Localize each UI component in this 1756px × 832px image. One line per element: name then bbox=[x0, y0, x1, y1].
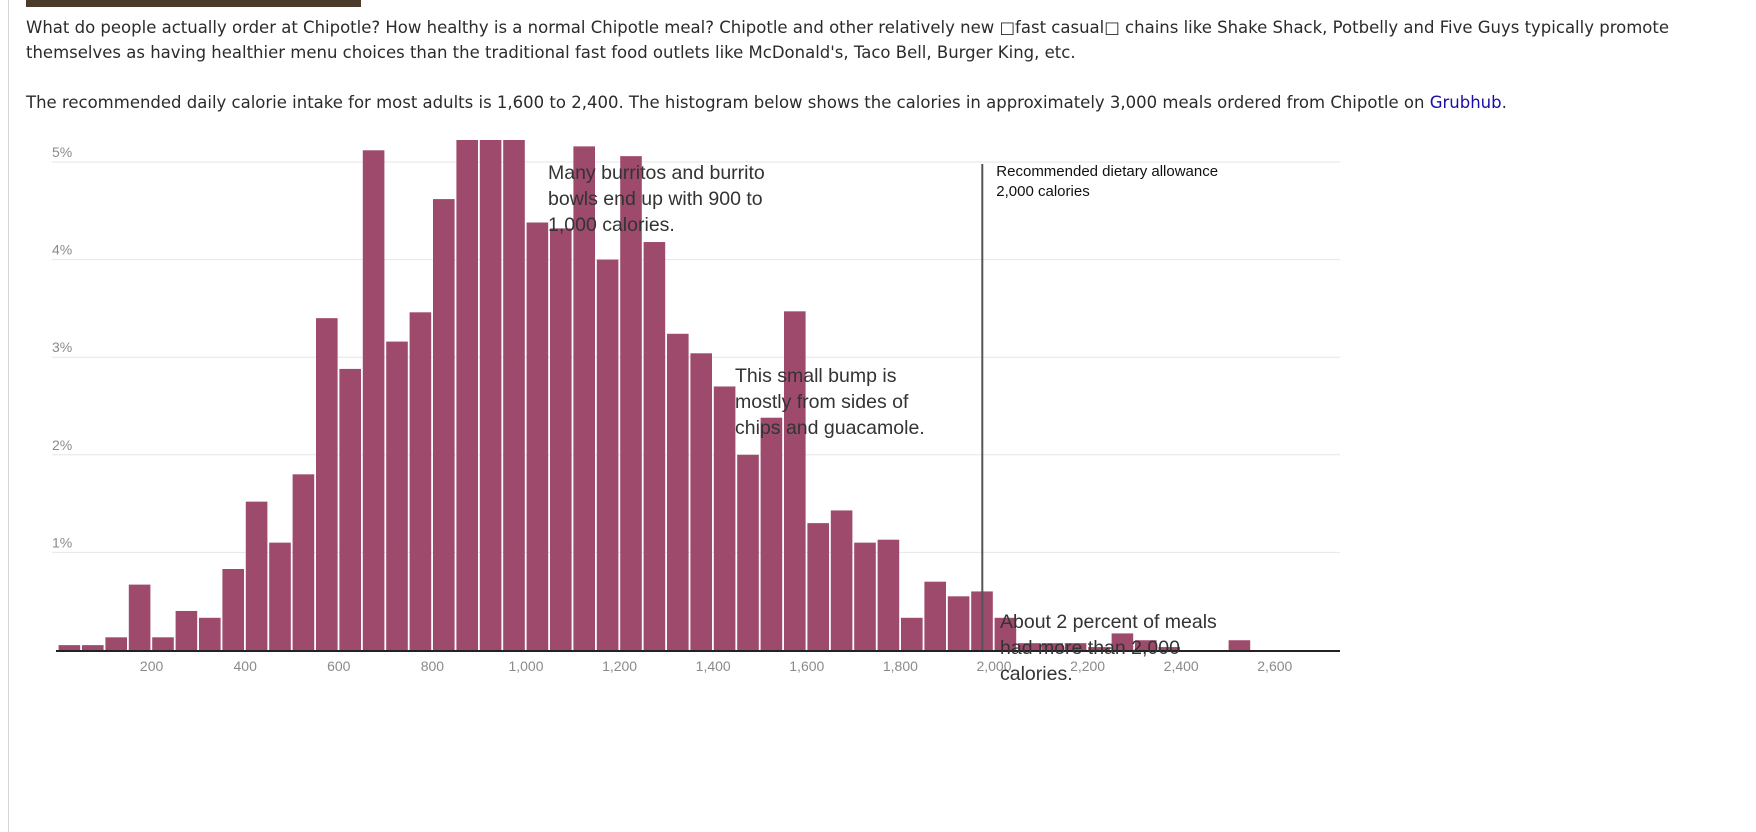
x-tick-label: 1,800 bbox=[883, 658, 918, 674]
header-photo-strip bbox=[26, 0, 361, 7]
calorie-histogram: 1%2%3%4%5%6% of meals Recommended dietar… bbox=[52, 140, 1340, 685]
x-axis-ticks: 200 400 600 800 1,000 1,200 1,400 1,600 1,800 2,0… bbox=[140, 658, 1293, 674]
annotation-over-2000-line-2: had more than 2,000 bbox=[1000, 637, 1180, 659]
histogram-bar bbox=[245, 501, 268, 650]
histogram-bar bbox=[901, 617, 923, 650]
histogram-bar bbox=[1135, 640, 1157, 650]
histogram-bar bbox=[362, 150, 385, 650]
x-tick-label: 1,600 bbox=[789, 658, 824, 674]
histogram-bar bbox=[690, 353, 712, 650]
annotation-bump: This small bump is mostly from sides of … bbox=[735, 365, 925, 439]
annotation-peak-line-1: Many burritos and burrito bbox=[548, 162, 765, 184]
histogram-bar bbox=[1064, 643, 1087, 650]
annotation-bump-line-1: This small bump is bbox=[735, 365, 897, 387]
histogram-bars bbox=[58, 140, 1251, 651]
histogram-bar bbox=[620, 156, 642, 651]
x-tick-label: 1,400 bbox=[696, 658, 731, 674]
annotation-over-2000-line-1: About 2 percent of meals bbox=[1000, 611, 1217, 633]
annotation-bump-line-3: chips and guacamole. bbox=[735, 417, 925, 439]
histogram-bar bbox=[175, 610, 198, 650]
histogram-bar bbox=[784, 311, 806, 650]
x-tick-label: 400 bbox=[234, 658, 258, 674]
x-tick-label: 1,200 bbox=[602, 658, 637, 674]
histogram-bar bbox=[1228, 640, 1251, 650]
histogram-bar bbox=[269, 542, 291, 650]
calorie-paragraph-period: . bbox=[1501, 93, 1507, 112]
histogram-bar bbox=[479, 140, 502, 650]
intro-paragraph: What do people actually order at Chipotl… bbox=[26, 18, 1670, 62]
x-tick-label: 2,200 bbox=[1070, 658, 1105, 674]
histogram-bar bbox=[877, 539, 900, 650]
histogram-bar bbox=[152, 637, 174, 650]
histogram-bar bbox=[854, 542, 876, 650]
histogram-bar bbox=[316, 318, 338, 650]
histogram-bar bbox=[830, 510, 853, 650]
histogram-bar bbox=[409, 312, 432, 650]
x-tick-label: 200 bbox=[140, 658, 164, 674]
histogram-bar bbox=[58, 645, 81, 650]
histogram-bar bbox=[573, 146, 595, 650]
x-tick-label: 2,400 bbox=[1164, 658, 1199, 674]
x-tick-label: 2,000 bbox=[976, 658, 1011, 674]
annotation-peak: Many burritos and burrito bowls end up w… bbox=[548, 162, 765, 236]
annotation-peak-line-2: bowls end up with 900 to bbox=[548, 188, 763, 210]
histogram-bar bbox=[199, 617, 221, 650]
y-tick-label: 2% bbox=[52, 437, 72, 453]
calorie-paragraph-text: The recommended daily calorie intake for… bbox=[26, 93, 1430, 112]
rda-label-line-1: Recommended dietary allowance bbox=[996, 163, 1218, 180]
histogram-bar bbox=[1018, 643, 1040, 650]
histogram-bar bbox=[713, 386, 736, 650]
reference-line-group: Recommended dietary allowance 2,000 calo… bbox=[981, 163, 1218, 650]
histogram-bar bbox=[643, 242, 666, 651]
annotation-bump-line-2: mostly from sides of bbox=[735, 391, 909, 413]
x-tick-label: 1,000 bbox=[508, 658, 543, 674]
histogram-bar bbox=[339, 368, 361, 650]
histogram-bar bbox=[760, 417, 783, 650]
y-axis-ticks: 1%2%3%4%5%6% of meals bbox=[52, 144, 72, 550]
y-tick-label: 5% bbox=[52, 144, 72, 160]
y-tick-label: 1% bbox=[52, 534, 72, 550]
histogram-bar bbox=[105, 637, 127, 650]
x-tick-label: 600 bbox=[327, 658, 351, 674]
histogram-bar bbox=[1158, 647, 1180, 650]
histogram-bar bbox=[292, 474, 315, 650]
histogram-bar bbox=[947, 596, 970, 650]
histogram-bar bbox=[128, 584, 151, 650]
histogram-bar bbox=[667, 333, 689, 650]
annotation-over-2000: About 2 percent of meals had more than 2… bbox=[1000, 611, 1217, 685]
histogram-bar bbox=[222, 568, 244, 650]
page-left-border bbox=[8, 0, 9, 832]
histogram-bar bbox=[503, 140, 525, 650]
histogram-bar bbox=[807, 523, 829, 650]
histogram-bar bbox=[994, 617, 1017, 650]
histogram-bar bbox=[1088, 647, 1110, 650]
y-tick-label: 3% bbox=[52, 339, 72, 355]
histogram-bar bbox=[456, 140, 478, 650]
y-tick-label: 4% bbox=[52, 242, 72, 258]
annotation-over-2000-line-3: calories. bbox=[1000, 663, 1073, 685]
histogram-bar bbox=[82, 645, 104, 650]
histogram-bar bbox=[526, 222, 549, 650]
x-tick-label: 800 bbox=[421, 658, 445, 674]
annotation-peak-line-3: 1,000 calories. bbox=[548, 214, 675, 236]
histogram-bar bbox=[433, 199, 455, 650]
histogram-bar bbox=[1041, 643, 1063, 650]
histogram-bar bbox=[924, 581, 946, 650]
calorie-paragraph: The recommended daily calorie intake for… bbox=[26, 90, 1726, 115]
grubhub-link[interactable]: Grubhub bbox=[1429, 93, 1502, 112]
histogram-bar bbox=[737, 454, 759, 650]
histogram-bar bbox=[550, 228, 572, 651]
histogram-bar bbox=[386, 341, 408, 650]
x-tick-label: 2,600 bbox=[1257, 658, 1292, 674]
histogram-bar bbox=[1111, 633, 1134, 650]
histogram-bar bbox=[596, 259, 619, 650]
rda-label-line-2: 2,000 calories bbox=[996, 183, 1089, 200]
